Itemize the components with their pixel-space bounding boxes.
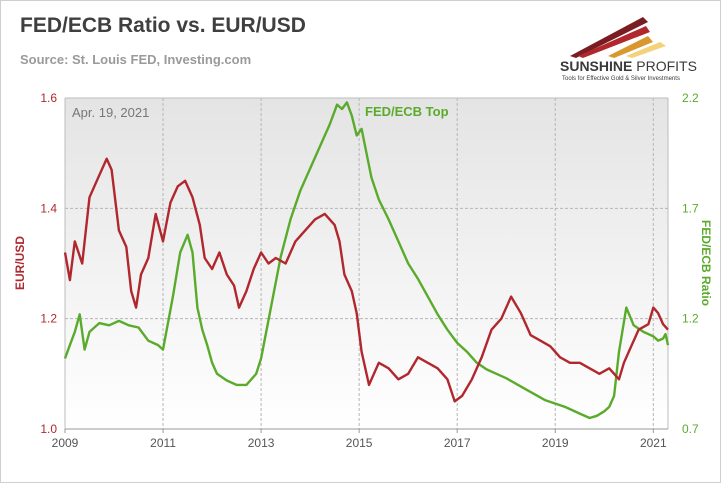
right-tick-label: 1.2 [682, 312, 699, 326]
right-tick-label: 1.7 [682, 201, 699, 215]
left-tick-label: 1.2 [40, 312, 57, 326]
right-axis-title: FED/ECB Ratio [699, 220, 713, 306]
fed-ecb-top-annotation: FED/ECB Top [365, 104, 449, 119]
right-tick-label: 2.2 [682, 91, 699, 105]
logo-ray-4 [626, 42, 666, 58]
logo-name-part1: SUNSHINE [560, 58, 632, 74]
x-tick-label: 2019 [542, 436, 569, 450]
right-axis-ticks: 0.7 1.2 1.7 2.2 [682, 91, 699, 436]
x-tick-label: 2015 [346, 436, 373, 450]
right-tick-label: 0.7 [682, 422, 699, 436]
logo-ray-3 [608, 36, 653, 58]
logo-tagline: Tools for Effective Gold & Silver Invest… [562, 76, 680, 82]
logo-ray-2 [578, 26, 650, 58]
x-tick-label: 2011 [150, 436, 176, 450]
logo-name-part2: PROFITS [636, 58, 697, 74]
series-line-fed-ecb-ratio [63, 101, 670, 420]
x-tick-label: 2017 [444, 436, 471, 450]
x-axis-ticks: 2009 2011 2013 2015 2017 2019 2021 [52, 429, 667, 450]
left-axis-title: EUR/USD [13, 236, 27, 290]
sunshine-profits-logo: SUNSHINE PROFITS Tools for Effective Gol… [560, 17, 697, 82]
grid [65, 98, 668, 429]
logo-ray-1 [570, 17, 648, 58]
left-tick-label: 1.6 [40, 91, 57, 105]
logo-name: SUNSHINE PROFITS [560, 58, 697, 74]
series-layer [63, 101, 670, 420]
left-tick-label: 1.4 [40, 201, 57, 215]
x-tick-label: 2013 [248, 436, 275, 450]
date-label: Apr. 19, 2021 [72, 105, 149, 120]
x-tick-label: 2009 [52, 436, 79, 450]
chart-title: FED/ECB Ratio vs. EUR/USD [20, 14, 306, 37]
left-tick-label: 1.0 [40, 422, 57, 436]
x-tick-label: 2021 [640, 436, 667, 450]
chart-source: Source: St. Louis FED, Investing.com [20, 52, 252, 67]
series-line-eur-usd [63, 157, 669, 403]
left-axis-ticks: 1.0 1.2 1.4 1.6 [40, 91, 57, 436]
